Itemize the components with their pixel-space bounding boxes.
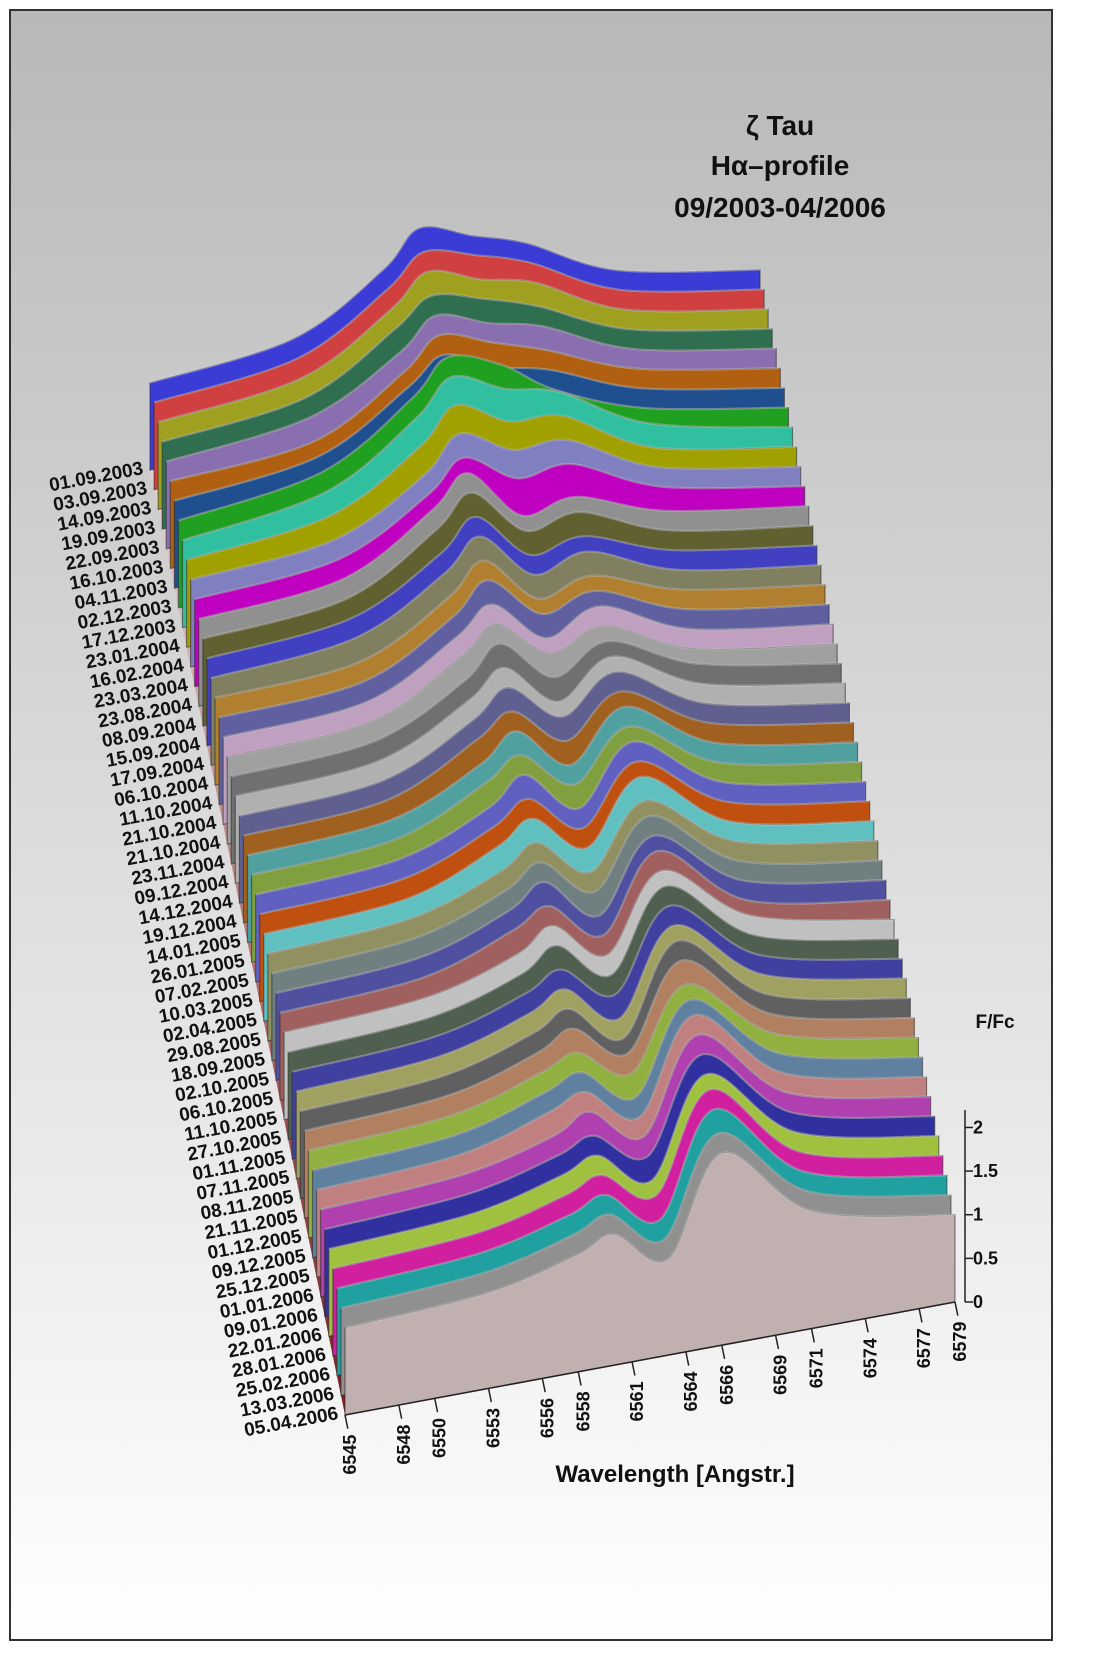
chart-title: ζ Tau: [746, 110, 814, 141]
x-tick-label: 6574: [860, 1338, 880, 1378]
z-axis-label: F/Fc: [975, 1012, 1014, 1033]
x-axis-label: Wavelength [Angstr.]: [555, 1461, 794, 1488]
x-tick-label: 6553: [484, 1408, 504, 1448]
z-tick-label: 1.5: [973, 1161, 998, 1181]
z-tick-label: 2: [973, 1117, 983, 1137]
x-tick-label: 6550: [430, 1418, 450, 1458]
x-tick-label: 6564: [681, 1371, 701, 1411]
x-tick-label: 6569: [771, 1355, 791, 1395]
z-tick-label: 0.5: [973, 1248, 998, 1268]
x-tick-label: 6571: [807, 1348, 827, 1388]
x-tick-label: 6579: [950, 1322, 970, 1362]
z-tick-label: 1: [973, 1205, 983, 1225]
x-tick-label: 6558: [573, 1391, 593, 1431]
x-tick-label: 6556: [537, 1398, 557, 1438]
page: ζ Tau Hα–profile 09/2003-04/2006 Wavelen…: [0, 0, 1107, 1648]
chart-title: 09/2003-04/2006: [674, 192, 886, 223]
z-tick-label: 0: [973, 1292, 983, 1312]
x-tick-label: 6561: [627, 1381, 647, 1421]
x-tick-label: 6548: [394, 1425, 414, 1465]
x-tick-label: 6566: [717, 1365, 737, 1405]
x-tick-label: 6577: [914, 1328, 934, 1368]
chart-title: Hα–profile: [711, 150, 850, 181]
x-tick-label: 6545: [340, 1435, 360, 1475]
chart: ζ Tau Hα–profile 09/2003-04/2006 Wavelen…: [0, 0, 1107, 1648]
